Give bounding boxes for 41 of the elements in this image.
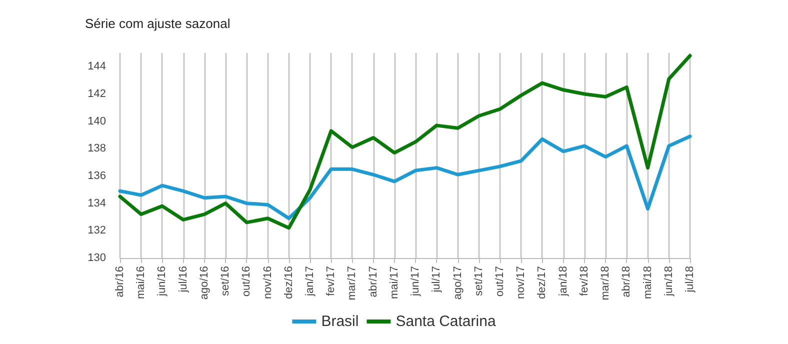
x-tick-label: jan/18	[557, 266, 570, 297]
line-series	[118, 134, 692, 220]
x-tick-label: jun/17	[410, 266, 422, 297]
y-tick-label: 136	[88, 170, 106, 182]
x-tick-label: abr/18	[620, 266, 633, 298]
x-tick-label: mai/16	[135, 266, 148, 300]
x-tick-label: jun/16	[156, 266, 168, 297]
x-tick-label: jul/17	[430, 266, 443, 294]
x-tick-label: jul/16	[177, 266, 190, 294]
x-tick-label: set/16	[220, 266, 232, 296]
legend-label: Santa Catarina	[396, 313, 496, 330]
x-tick-label: mai/17	[388, 266, 400, 300]
y-tick-label: 140	[88, 115, 106, 128]
legend-label: Brasil	[321, 313, 359, 330]
x-tick-label: abr/16	[114, 266, 126, 298]
x-tick-label: dez/17	[536, 266, 548, 300]
x-tick-label: fev/17	[325, 266, 338, 296]
x-tick-label: nov/16	[262, 266, 274, 300]
x-tick-label: fev/18	[578, 266, 590, 296]
x-tick-label: jun/18	[662, 266, 675, 297]
y-tick-label: 132	[88, 224, 106, 237]
x-tick-label: set/17	[472, 266, 485, 296]
x-tick-label: out/16	[240, 266, 253, 297]
x-tick-label: jul/18	[684, 266, 696, 294]
x-tick-label: out/17	[494, 266, 506, 297]
x-tick-label: mar/17	[346, 266, 358, 300]
x-tick-label: nov/17	[515, 266, 528, 300]
y-tick-label: 134	[88, 197, 106, 210]
x-tick-label: dez/16	[282, 266, 295, 300]
y-tick-label: 138	[88, 142, 106, 155]
x-tick-label: jan/17	[304, 266, 316, 297]
x-tick-label: mai/18	[642, 266, 654, 300]
x-tick-label: ago/16	[198, 266, 210, 300]
y-tick-label: 142	[88, 88, 106, 100]
line-series	[118, 54, 692, 230]
chart-subtitle: Série com ajuste sazonal	[85, 16, 230, 31]
x-tick-label: mar/18	[600, 266, 612, 300]
x-tick-label: ago/17	[452, 266, 464, 300]
y-tick-label: 144	[88, 60, 106, 73]
x-tick-label: abr/17	[367, 266, 380, 298]
y-tick-label: 130	[88, 252, 106, 264]
